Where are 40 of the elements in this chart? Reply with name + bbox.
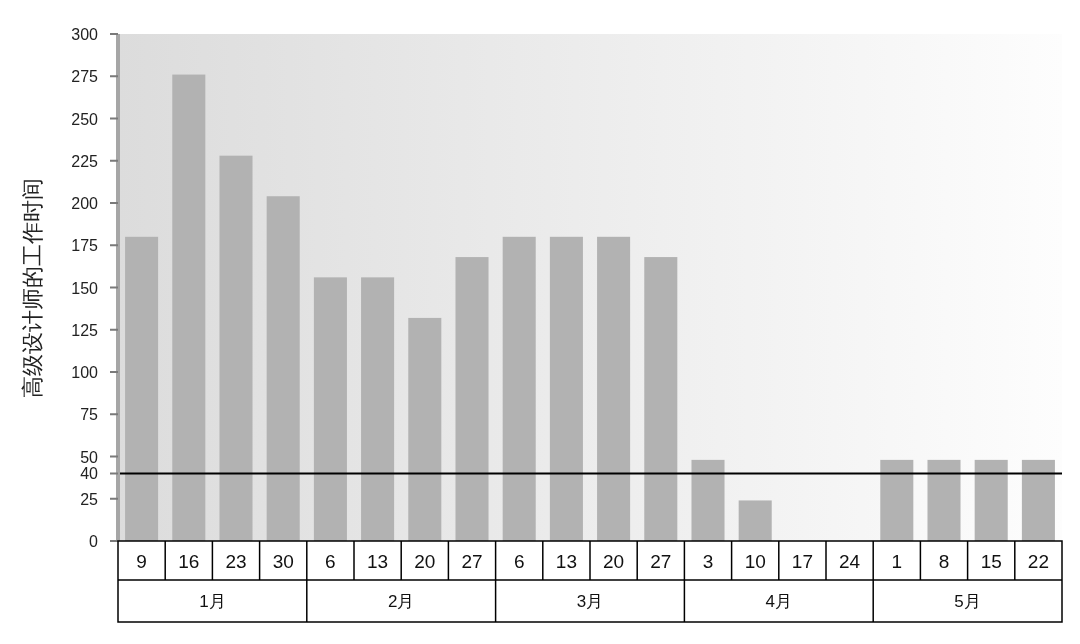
text: 1月 (199, 592, 226, 611)
x-tick-label: 22 (1027, 550, 1049, 572)
x-tick-label: 15 (980, 550, 1002, 572)
y-tick-label: 125 (71, 321, 99, 339)
x-tick-label: 24 (839, 550, 861, 572)
x-tick-label: 13 (555, 550, 577, 572)
y-tick-label: 25 (80, 490, 99, 508)
y-tick-label: 100 (71, 364, 99, 381)
text: 5月 (954, 592, 981, 611)
x-tick-label: 27 (461, 550, 483, 572)
x-tick-label: 17 (791, 550, 813, 572)
y-tick-label: 200 (71, 195, 99, 212)
y-axis-title: 高级设计师的工作时间 (20, 177, 45, 398)
x-tick-label: 13 (367, 550, 389, 572)
x-tick-label: 10 (744, 550, 766, 572)
x-tick-label: 20 (414, 550, 436, 572)
x-tick-label: 23 (225, 550, 247, 572)
x-tick-label: 1 (891, 550, 903, 572)
x-tick-label: 9 (136, 550, 147, 572)
y-tick-label: 275 (71, 68, 99, 86)
text: 3月 (576, 592, 604, 611)
x-tick-label: 30 (272, 550, 294, 572)
x-tick-label: 20 (603, 550, 625, 572)
text: 4月 (765, 592, 793, 611)
y-tick-label: 175 (71, 237, 99, 255)
x-tick-label: 6 (325, 550, 336, 572)
x-tick-label: 16 (178, 550, 200, 572)
y-tick-label: 250 (71, 110, 99, 128)
y-tick-label: 225 (71, 152, 99, 170)
x-tick-label: 3 (702, 550, 714, 572)
x-tick-label: 6 (513, 550, 525, 572)
y-tick-label: 300 (71, 26, 99, 43)
y-tick-label: 50 (80, 448, 99, 466)
y-tick-label: 150 (71, 279, 99, 297)
x-tick-label: 27 (650, 550, 672, 572)
y-tick-label: 0 (89, 533, 99, 550)
text: 2月 (387, 592, 415, 611)
x-tick-label: 8 (938, 550, 950, 572)
y-tick-label: 75 (80, 406, 99, 424)
y-tick-label: 40 (80, 465, 99, 483)
